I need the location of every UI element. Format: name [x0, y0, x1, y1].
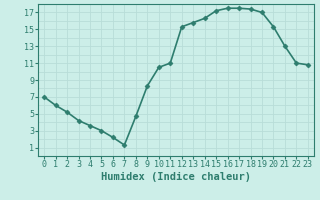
X-axis label: Humidex (Indice chaleur): Humidex (Indice chaleur) — [101, 172, 251, 182]
